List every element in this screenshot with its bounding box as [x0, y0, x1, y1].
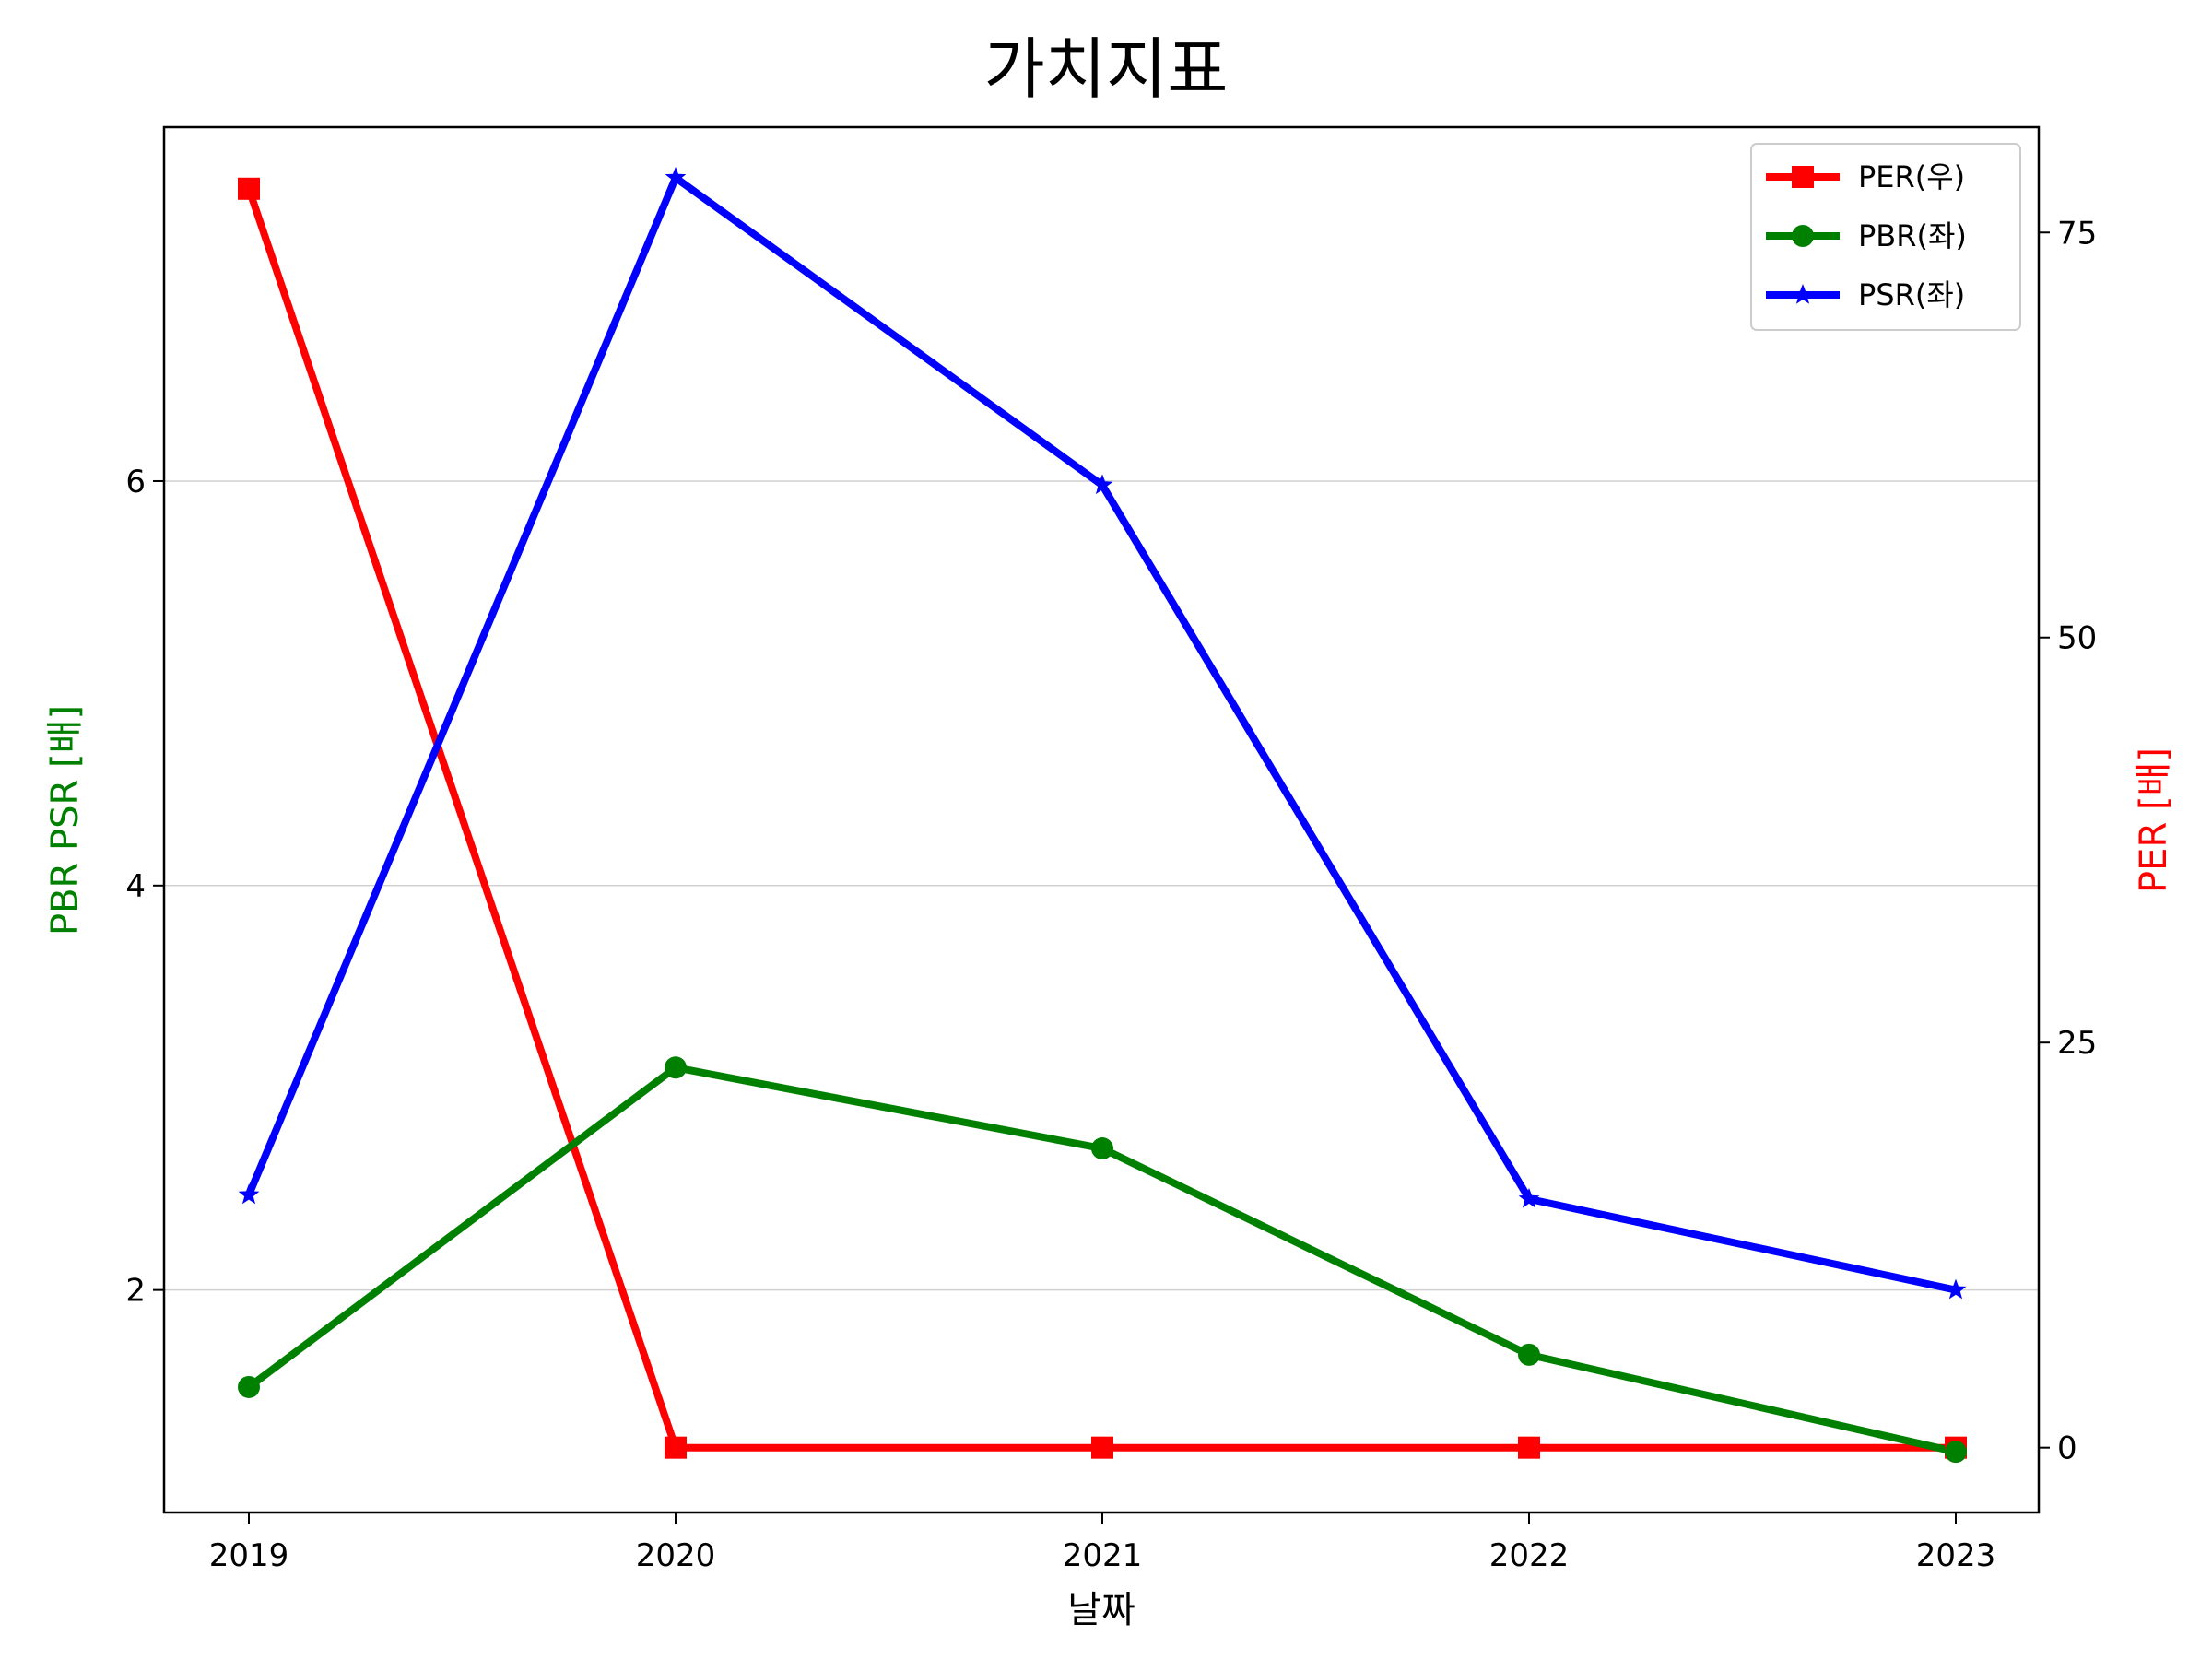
- legend-marker: [1792, 225, 1814, 247]
- data-point: [1518, 1343, 1540, 1366]
- x-tick-label: 2023: [1916, 1537, 1996, 1574]
- legend-label: PER(우): [1858, 159, 1965, 194]
- y-right-tick-label: 50: [2057, 620, 2097, 657]
- data-point: [665, 166, 687, 187]
- y-left-tick-label: 6: [125, 464, 146, 500]
- legend-label: PBR(좌): [1858, 218, 1967, 253]
- data-point: [1518, 1187, 1540, 1208]
- chart-title: 가치지표: [984, 30, 1229, 108]
- y-right-tick-label: 0: [2057, 1430, 2077, 1467]
- data-point: [1518, 1436, 1540, 1459]
- data-point: [1091, 474, 1113, 495]
- data-point: [238, 1375, 260, 1398]
- x-tick-label: 2019: [209, 1537, 289, 1574]
- legend-label: PSR(좌): [1858, 277, 1965, 312]
- y-axis-right-label: PER [배]: [2133, 747, 2175, 893]
- y-right-tick-label: 25: [2057, 1025, 2097, 1062]
- data-point: [238, 177, 260, 200]
- data-point: [1945, 1278, 1967, 1300]
- legend-marker: [1792, 166, 1814, 188]
- data-point: [665, 1056, 687, 1079]
- legend: PER(우) PBR(좌) PSR(좌): [1750, 143, 2021, 331]
- data-point: [1091, 1137, 1113, 1160]
- y-right-tick-label: 75: [2057, 215, 2097, 252]
- y-left-tick-label: 2: [125, 1273, 146, 1310]
- y-axis-left-label: PBR PSR [배]: [44, 705, 87, 935]
- x-axis-label: 날짜: [1067, 1589, 1135, 1631]
- y-left-tick-label: 4: [125, 868, 146, 905]
- data-point: [238, 1183, 260, 1205]
- x-tick-label: 2020: [636, 1537, 716, 1574]
- axis-ticks: 2 4 6 0 25 50 75 2019 2020 2021 2022 2023: [125, 215, 2097, 1574]
- x-tick-label: 2021: [1063, 1537, 1143, 1574]
- data-point: [1945, 1441, 1967, 1464]
- data-point: [1091, 1436, 1113, 1459]
- x-tick-label: 2022: [1489, 1537, 1570, 1574]
- legend-marker: [1792, 284, 1814, 304]
- legend-box: [1750, 143, 2021, 331]
- data-point: [665, 1436, 687, 1459]
- series-markers: [238, 166, 1967, 1464]
